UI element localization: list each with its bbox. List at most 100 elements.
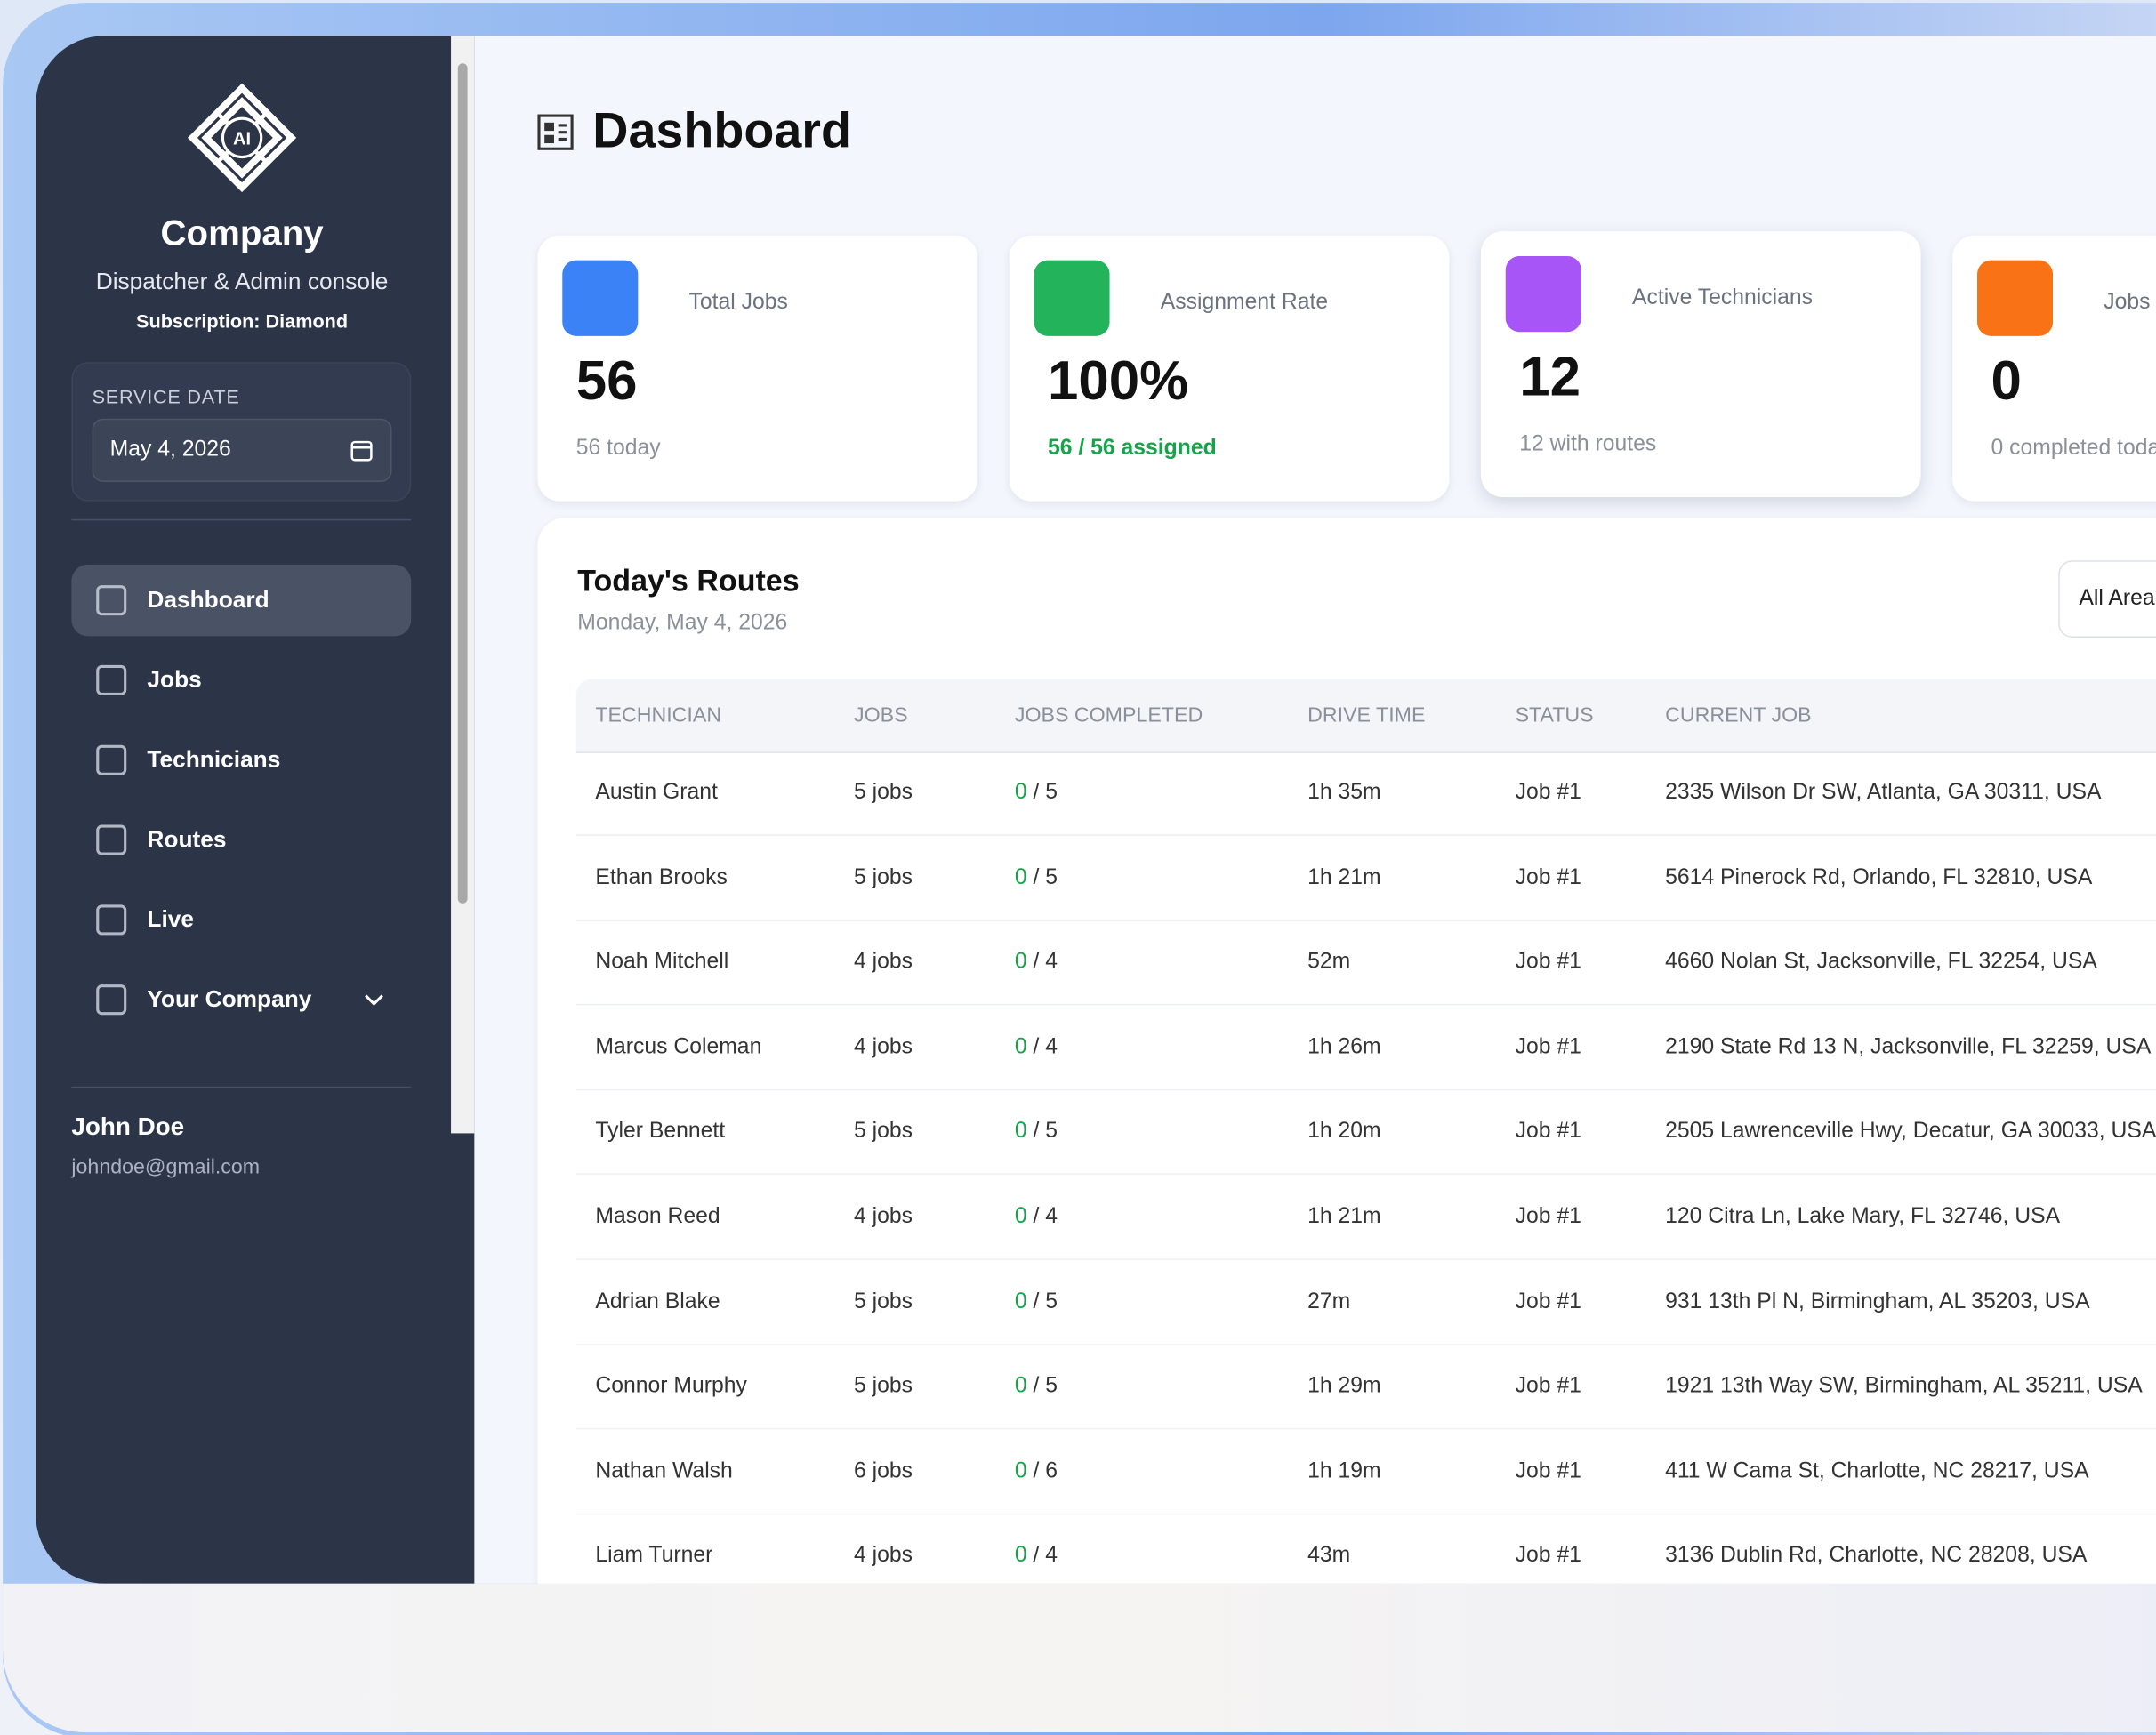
total-count: / 4	[1033, 950, 1058, 975]
dashboard-icon	[537, 114, 574, 150]
area-filter[interactable]: All Area	[2058, 560, 2156, 638]
total-count: / 4	[1033, 1035, 1058, 1059]
chevron[interactable]	[365, 992, 384, 1007]
jobs-completed: 0 / 4	[1015, 1035, 1058, 1060]
user-email: johndoe@gmail.com	[71, 1155, 261, 1179]
filter-text: All Area	[2079, 586, 2155, 610]
card-label: Assignment Rate	[1160, 290, 1329, 315]
nav-item[interactable]: Your Company	[71, 964, 411, 1036]
nav-item[interactable]: Technicians	[71, 725, 411, 797]
jobs-completed: 0 / 5	[1015, 1289, 1058, 1314]
cell: Mason Reed	[595, 1204, 720, 1229]
stat-card: Assignment Rate 100% 56 / 56 assigned	[1009, 235, 1450, 502]
nav-item[interactable]: Live	[71, 884, 411, 956]
stat-card: Active Technicians 12 12 with routes	[1480, 231, 1921, 498]
user-name: John Doe	[71, 1112, 185, 1141]
sidebar: AI Company Dispatcher & Admin console Su…	[36, 36, 475, 1584]
stat-card: Jobs 0 0 completed toda	[1952, 235, 2156, 502]
service-date-label: SERVICE DATE	[92, 385, 240, 408]
completed-count: 0	[1014, 1459, 1027, 1483]
completed-count: 0	[1014, 865, 1027, 889]
app: AI Company Dispatcher & Admin console Su…	[36, 36, 2156, 1584]
nav-label: Live	[147, 905, 195, 933]
total-count: / 5	[1033, 1374, 1058, 1399]
cell: Job #1	[1515, 1120, 1581, 1144]
completed-count: 0	[1014, 1035, 1027, 1059]
cell: 2335 Wilson Dr SW, Atlanta, GA 30311, US…	[1665, 780, 2102, 805]
routes-date: Monday, May 4, 2026	[577, 611, 788, 635]
card-sub: 56 / 56 assigned	[1047, 436, 1217, 461]
table-row: Ethan Brooks 5 jobs 0 / 5 1h 21m Job #1 5614 …	[575, 835, 2156, 921]
cell: 1h 26m	[1307, 1035, 1381, 1059]
cell: Job #1	[1515, 950, 1581, 975]
total-count: / 4	[1033, 1544, 1058, 1568]
table-row: Austin Grant 5 jobs 0 / 5 1h 35m Job #1 2335 …	[575, 751, 2156, 836]
column-header: JOBS COMPLETED	[1014, 703, 1203, 727]
completed-count: 0	[1014, 1544, 1027, 1568]
card-value: 0	[1991, 350, 2022, 413]
table-row: Mason Reed 4 jobs 0 / 4 1h 21m Job #1 120 Cit…	[575, 1175, 2156, 1260]
nav-icon	[96, 824, 127, 855]
card-icon	[1505, 256, 1581, 333]
cell: 52m	[1307, 950, 1351, 975]
nav-icon	[96, 744, 127, 775]
cell: 4 jobs	[854, 1035, 913, 1059]
cell: Tyler Bennett	[595, 1120, 726, 1144]
card-label: Active Technicians	[1631, 286, 1814, 310]
nav-item[interactable]: Jobs	[71, 645, 411, 717]
table-row: Nathan Walsh 6 jobs 0 / 6 1h 19m Job #1 411 W…	[575, 1429, 2156, 1515]
jobs-completed: 0 / 4	[1015, 951, 1058, 976]
scrollbar[interactable]	[451, 36, 475, 1134]
calendar-icon[interactable]	[350, 438, 374, 462]
nav-icon	[96, 585, 127, 616]
jobs-completed: 0 / 5	[1015, 1375, 1058, 1400]
cell: 5 jobs	[854, 1120, 913, 1144]
cell: 5 jobs	[854, 865, 913, 889]
subtitle: Dispatcher & Admin console	[95, 268, 389, 295]
nav-icon	[96, 984, 127, 1016]
cell: 1921 13th Way SW, Birmingham, AL 35211, …	[1665, 1374, 2143, 1399]
completed-count: 0	[1014, 950, 1027, 975]
table-row: Connor Murphy 5 jobs 0 / 5 1h 29m Job #1 1921…	[575, 1345, 2156, 1430]
cell: 120 Citra Ln, Lake Mary, FL 32746, USA	[1665, 1204, 2061, 1229]
cell: 27m	[1307, 1289, 1351, 1313]
table-row: Marcus Coleman 4 jobs 0 / 4 1h 26m Job #1 219…	[575, 1005, 2156, 1091]
total-count: / 5	[1033, 865, 1058, 889]
cell: Job #1	[1515, 1374, 1581, 1399]
nav-icon	[96, 664, 127, 695]
cell: 2190 State Rd 13 N, Jacksonville, FL 322…	[1665, 1035, 2152, 1059]
card-icon	[1034, 260, 1110, 336]
card-label: Jobs	[2104, 290, 2151, 315]
nav-label: Dashboard	[147, 586, 270, 614]
nav-label: Technicians	[147, 746, 281, 773]
logo-text: AI	[233, 130, 251, 149]
total-count: / 5	[1033, 1120, 1058, 1144]
cell: Ethan Brooks	[595, 865, 728, 889]
total-count: / 6	[1033, 1459, 1058, 1483]
cell: 931 13th Pl N, Birmingham, AL 35203, USA	[1665, 1289, 2090, 1313]
completed-count: 0	[1014, 1120, 1027, 1144]
nav-label: Your Company	[147, 985, 312, 1013]
cell: Job #1	[1515, 1204, 1581, 1229]
nav-item[interactable]: Routes	[71, 804, 411, 876]
routes-panel: Today's Routes Monday, May 4, 2026 All A…	[537, 518, 2156, 1584]
company-name: Company	[160, 212, 324, 253]
nav-item[interactable]: Dashboard	[71, 564, 412, 637]
date-input[interactable]: May 4, 2026	[92, 418, 392, 482]
cell: 43m	[1307, 1544, 1351, 1568]
cell: 1h 21m	[1307, 865, 1381, 889]
cell: Nathan Walsh	[595, 1459, 733, 1483]
cell: Liam Turner	[595, 1544, 713, 1568]
cell: Job #1	[1515, 1035, 1581, 1059]
cell: 2505 Lawrenceville Hwy, Decatur, GA 3003…	[1665, 1120, 2156, 1144]
page-title: Dashboard	[592, 101, 851, 159]
cell: Austin Grant	[595, 780, 718, 805]
total-count: / 5	[1033, 1289, 1058, 1313]
cell: 4660 Nolan St, Jacksonville, FL 32254, U…	[1665, 950, 2097, 975]
logo: AI	[187, 83, 297, 193]
cell: 1h 29m	[1307, 1374, 1381, 1399]
card-label: Total Jobs	[688, 290, 788, 315]
cell: Job #1	[1515, 1289, 1581, 1313]
cell: 1h 20m	[1307, 1120, 1381, 1144]
